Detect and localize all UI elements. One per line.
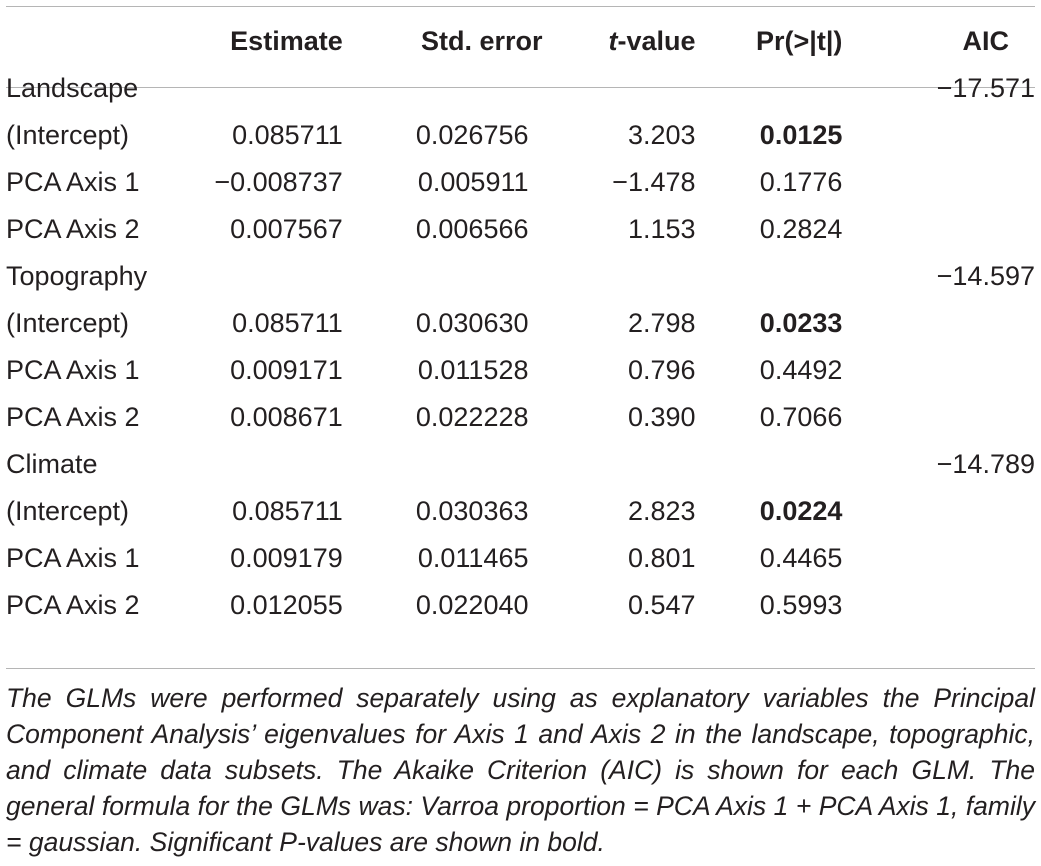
table-body: Landscape −17.571 (Intercept) 0.085711 0… [6,65,1035,629]
t-value-cell: 3.203 [627,120,696,150]
t-value-cell: −1.478 [612,167,696,197]
table-caption: The GLMs were performed separately using… [6,683,1035,857]
table-row: (Intercept) 0.085711 0.030363 2.823 0.02… [6,488,1035,535]
std-error-cell: 0.005911 [417,167,529,197]
estimate-cell: 0.009171 [230,355,343,385]
t-value-cell: 0.801 [627,543,696,573]
header-term [6,17,198,65]
p-value-cell: 0.1776 [759,167,843,197]
std-error-cell: 0.011528 [417,355,529,385]
top-rule [6,6,1035,7]
header-t-italic: t [608,25,618,56]
bottom-rule [6,668,1035,669]
p-value-cell: 0.0233 [759,308,843,338]
table-row: PCA Axis 2 0.012055 0.022040 0.547 0.599… [6,582,1035,629]
group-name: Landscape [6,73,139,103]
header-row: Estimate Std. error t-value Pr(>|t|) AIC [6,17,1035,65]
p-value-cell: 0.5993 [759,590,843,620]
group-row-topography: Topography −14.597 [6,253,1035,300]
std-error-cell: 0.026756 [415,120,529,150]
table-row: PCA Axis 1 −0.008737 0.005911 −1.478 0.1… [6,159,1035,206]
group-aic: −14.597 [936,261,1035,291]
t-value-cell: 0.796 [627,355,696,385]
header-aic: AIC [962,25,1010,56]
group-name: Climate [6,449,98,479]
t-value-cell: 0.547 [627,590,696,620]
table-row: PCA Axis 1 0.009179 0.011465 0.801 0.446… [6,535,1035,582]
term-cell: PCA Axis 2 [6,214,140,244]
p-value-cell: 0.2824 [759,214,843,244]
std-error-cell: 0.011465 [417,543,529,573]
term-cell: PCA Axis 1 [6,355,140,385]
t-value-cell: 2.798 [627,308,696,338]
estimate-cell: 0.012055 [230,590,343,620]
table-row: PCA Axis 1 0.009171 0.011528 0.796 0.449… [6,347,1035,394]
header-rule [6,87,1035,88]
p-value-cell: 0.0224 [759,496,843,526]
std-error-cell: 0.030630 [415,308,529,338]
p-value-cell: 0.7066 [759,402,843,432]
std-error-cell: 0.006566 [415,214,529,244]
header-t-rest: -value [617,25,696,56]
group-aic: −17.571 [936,73,1035,103]
group-row-landscape: Landscape −17.571 [6,65,1035,112]
group-row-climate: Climate −14.789 [6,441,1035,488]
p-value-cell: 0.4465 [759,543,843,573]
estimate-cell: 0.085711 [232,120,343,150]
p-value-cell: 0.4492 [759,355,843,385]
std-error-cell: 0.030363 [415,496,529,526]
term-cell: (Intercept) [6,120,130,150]
header-p-value: Pr(>|t|) [756,25,843,56]
estimate-cell: 0.009179 [230,543,343,573]
t-value-cell: 2.823 [627,496,696,526]
term-cell: PCA Axis 1 [6,167,140,197]
group-name: Topography [6,261,148,291]
estimate-cell: −0.008737 [214,167,343,197]
header-t-value: t-value [547,17,696,65]
estimate-cell: 0.085711 [232,496,343,526]
table-row: PCA Axis 2 0.007567 0.006566 1.153 0.282… [6,206,1035,253]
term-cell: PCA Axis 1 [6,543,140,573]
term-cell: PCA Axis 2 [6,590,140,620]
estimate-cell: 0.085711 [232,308,343,338]
header-estimate: Estimate [230,25,343,56]
term-cell: PCA Axis 2 [6,402,140,432]
table-row: (Intercept) 0.085711 0.026756 3.203 0.01… [6,112,1035,159]
table-row: (Intercept) 0.085711 0.030630 2.798 0.02… [6,300,1035,347]
estimate-cell: 0.007567 [230,214,343,244]
std-error-cell: 0.022040 [415,590,529,620]
std-error-cell: 0.022228 [415,402,529,432]
group-aic: −14.789 [936,449,1035,479]
estimate-cell: 0.008671 [230,402,343,432]
t-value-cell: 1.153 [627,214,696,244]
t-value-cell: 0.390 [627,402,696,432]
p-value-cell: 0.0125 [759,120,843,150]
table-row: PCA Axis 2 0.008671 0.022228 0.390 0.706… [6,394,1035,441]
header-std-error: Std. error [420,25,543,56]
term-cell: (Intercept) [6,496,130,526]
term-cell: (Intercept) [6,308,130,338]
glm-results-table: Estimate Std. error t-value Pr(>|t|) AIC… [6,17,1035,629]
